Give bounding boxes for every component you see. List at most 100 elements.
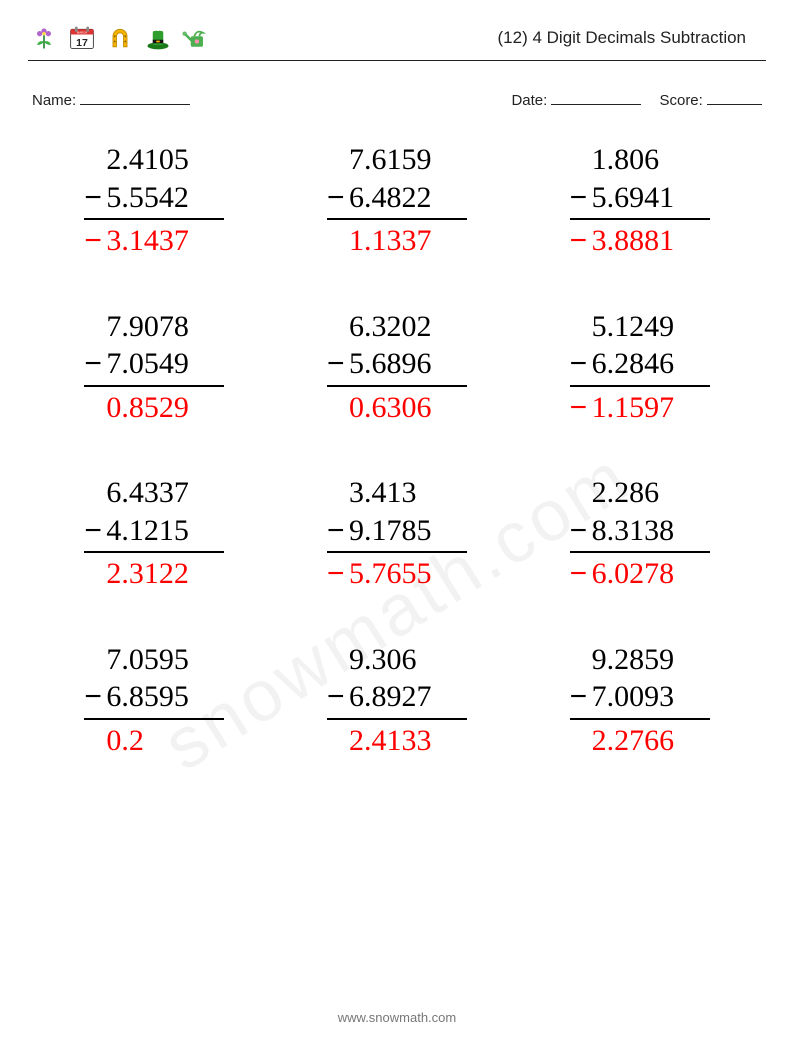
- sign-placeholder: [570, 641, 592, 679]
- answer-value: 5.7655: [349, 555, 467, 593]
- problem: 6.4337−4.12152.3122: [48, 474, 261, 593]
- answer-row: 2.3122: [84, 555, 224, 593]
- answer-row: 0.8529: [84, 389, 224, 427]
- date-blank[interactable]: [551, 91, 641, 105]
- worksheet-page: snowmath.com: [0, 0, 794, 1053]
- svg-text:17: 17: [76, 37, 88, 49]
- date-label: Date:: [511, 92, 547, 109]
- rule-line: [327, 385, 467, 387]
- minuend: 9.306: [349, 641, 467, 679]
- subtrahend-row: −5.5542: [84, 179, 224, 217]
- minus-sign: −: [327, 179, 349, 217]
- sign-placeholder: [84, 141, 106, 179]
- minus-sign: −: [84, 512, 106, 550]
- minuend-row: 2.286: [570, 474, 710, 512]
- answer-row: 0.6306: [327, 389, 467, 427]
- sign-placeholder: [327, 308, 349, 346]
- name-blank[interactable]: [80, 91, 190, 105]
- answer-value: 2.2766: [592, 722, 710, 760]
- minuend-row: 9.306: [327, 641, 467, 679]
- minuend: 7.6159: [349, 141, 467, 179]
- problem: 2.4105−5.5542 −3.1437: [48, 141, 261, 260]
- minus-sign: −: [570, 678, 592, 716]
- footer-url: www.snowmath.com: [0, 1010, 794, 1025]
- answer-sign: −: [327, 555, 349, 593]
- answer-row: −5.7655: [327, 555, 467, 593]
- subtrahend-row: −6.4822: [327, 179, 467, 217]
- answer-sign: [327, 722, 349, 760]
- problem: 9.306−6.89272.4133: [291, 641, 504, 760]
- problem: 7.6159−6.4822 1.1337: [291, 141, 504, 260]
- minuend: 5.1249: [592, 308, 710, 346]
- problem: 6.3202−5.68960.6306: [291, 308, 504, 427]
- rule-line: [84, 218, 224, 220]
- answer-row: 2.2766: [570, 722, 710, 760]
- answer-row: −3.8881: [570, 222, 710, 260]
- minus-sign: −: [327, 512, 349, 550]
- hat-icon: [142, 22, 174, 54]
- problem: 7.9078−7.0549 0.8529: [48, 308, 261, 427]
- minus-sign: −: [84, 179, 106, 217]
- subtrahend: 6.8927: [349, 678, 467, 716]
- answer-value: 1.1337: [349, 222, 467, 260]
- minuend-row: 3.413: [327, 474, 467, 512]
- subtrahend-row: −7.0549: [84, 345, 224, 383]
- subtrahend-row: −8.3138: [570, 512, 710, 550]
- answer-value: 0.2: [106, 722, 224, 760]
- minus-sign: −: [570, 345, 592, 383]
- answer-sign: [327, 389, 349, 427]
- minuend-row: 2.4105: [84, 141, 224, 179]
- answer-sign: [84, 722, 106, 760]
- page-title: (12) 4 Digit Decimals Subtraction: [498, 28, 766, 48]
- rule-line: [570, 385, 710, 387]
- answer-row: −6.0278: [570, 555, 710, 593]
- sign-placeholder: [327, 141, 349, 179]
- sign-placeholder: [84, 474, 106, 512]
- rule-line: [570, 551, 710, 553]
- problems-grid: 2.4105−5.5542−3.14377.6159−6.48221.13371…: [28, 141, 766, 759]
- rule-line: [570, 718, 710, 720]
- minus-sign: −: [327, 345, 349, 383]
- minuend-row: 9.2859: [570, 641, 710, 679]
- rule-line: [327, 218, 467, 220]
- subtrahend-row: −9.1785: [327, 512, 467, 550]
- answer-sign: [570, 722, 592, 760]
- svg-text:MARCH: MARCH: [77, 31, 87, 35]
- flower-icon: [28, 22, 60, 54]
- answer-row: −3.1437: [84, 222, 224, 260]
- problem: 1.806−5.6941−3.8881: [533, 141, 746, 260]
- minuend-row: 5.1249: [570, 308, 710, 346]
- sign-placeholder: [570, 308, 592, 346]
- answer-value: 0.6306: [349, 389, 467, 427]
- subtrahend: 8.3138: [592, 512, 710, 550]
- watering-can-icon: [180, 22, 212, 54]
- answer-row: −1.1597: [570, 389, 710, 427]
- subtrahend-row: −6.2846: [570, 345, 710, 383]
- problem: 2.286−8.3138−6.0278: [533, 474, 746, 593]
- answer-value: 6.0278: [592, 555, 710, 593]
- score-blank[interactable]: [707, 91, 762, 105]
- subtrahend: 7.0549: [106, 345, 224, 383]
- problem: 9.2859−7.00932.2766: [533, 641, 746, 760]
- subtrahend: 9.1785: [349, 512, 467, 550]
- answer-value: 0.8529: [106, 389, 224, 427]
- minuend: 9.2859: [592, 641, 710, 679]
- minus-sign: −: [327, 678, 349, 716]
- answer-row: 1.1337: [327, 222, 467, 260]
- minuend-row: 7.9078: [84, 308, 224, 346]
- answer-sign: −: [570, 555, 592, 593]
- sign-placeholder: [570, 474, 592, 512]
- answer-sign: −: [570, 389, 592, 427]
- rule-line: [570, 218, 710, 220]
- minuend-row: 1.806: [570, 141, 710, 179]
- answer-value: 3.8881: [592, 222, 710, 260]
- answer-sign: −: [570, 222, 592, 260]
- header: MARCH 17: [28, 22, 766, 61]
- subtrahend: 5.6941: [592, 179, 710, 217]
- subtrahend: 4.1215: [106, 512, 224, 550]
- subtrahend: 5.5542: [106, 179, 224, 217]
- rule-line: [84, 385, 224, 387]
- problem: 3.413−9.1785−5.7655: [291, 474, 504, 593]
- minus-sign: −: [570, 179, 592, 217]
- subtrahend-row: −6.8927: [327, 678, 467, 716]
